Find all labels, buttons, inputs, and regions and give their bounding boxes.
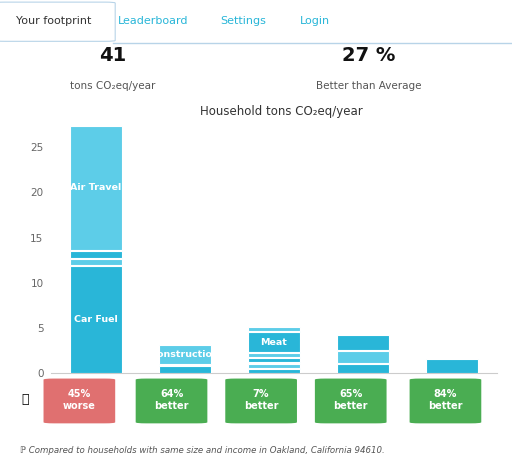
Bar	[70, 266, 121, 373]
Bar	[337, 334, 389, 350]
FancyBboxPatch shape	[225, 379, 297, 423]
Text: Your footprint: Your footprint	[16, 16, 92, 26]
Text: ℙ Compared to households with same size and income in Oakland, California 94610.: ℙ Compared to households with same size …	[20, 446, 385, 455]
Text: 64%
better: 64% better	[154, 389, 189, 411]
Text: 🔒: 🔒	[22, 394, 29, 407]
Bar	[248, 358, 300, 363]
Text: 65%
better: 65% better	[333, 389, 368, 411]
Bar	[337, 351, 389, 363]
Text: Better than Average: Better than Average	[316, 81, 421, 91]
Text: Leaderboard: Leaderboard	[118, 16, 189, 26]
Text: 45%
worse: 45% worse	[63, 389, 96, 411]
FancyBboxPatch shape	[410, 379, 481, 423]
Bar	[248, 327, 300, 331]
Bar	[159, 345, 210, 364]
Text: 7%
better: 7% better	[244, 389, 279, 411]
Text: Air Travel: Air Travel	[70, 183, 121, 193]
Text: Meat: Meat	[261, 338, 287, 347]
Bar	[337, 364, 389, 373]
Bar	[248, 363, 300, 368]
Text: 41: 41	[99, 45, 126, 65]
Bar	[426, 359, 478, 373]
Text: 84%
better: 84% better	[428, 389, 463, 411]
Bar	[70, 259, 121, 265]
Text: Login: Login	[300, 16, 330, 26]
Bar	[70, 126, 121, 250]
Text: Settings: Settings	[220, 16, 266, 26]
FancyBboxPatch shape	[0, 2, 115, 41]
Bar	[248, 332, 300, 352]
Text: tons CO₂eq/year: tons CO₂eq/year	[70, 81, 155, 91]
Bar	[159, 365, 210, 373]
Bar	[248, 353, 300, 357]
FancyBboxPatch shape	[44, 379, 115, 423]
Text: Household tons CO₂eq/year: Household tons CO₂eq/year	[200, 105, 363, 118]
Bar	[70, 250, 121, 258]
Text: Construction: Construction	[151, 350, 219, 359]
Text: 27 %: 27 %	[342, 45, 395, 65]
Bar	[248, 369, 300, 373]
Text: Car Fuel: Car Fuel	[74, 315, 118, 324]
FancyBboxPatch shape	[315, 379, 387, 423]
FancyBboxPatch shape	[136, 379, 207, 423]
